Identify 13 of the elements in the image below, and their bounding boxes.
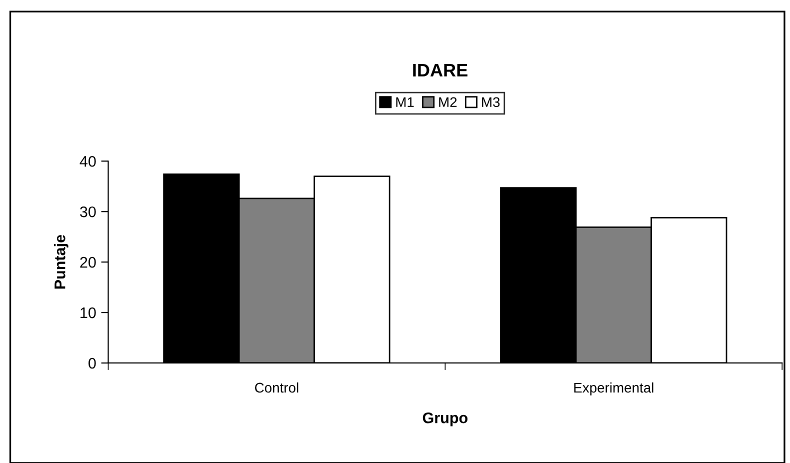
x-tick-label: Control: [255, 382, 298, 393]
legend-label: M1: [396, 97, 414, 107]
x-tick-label: Experimental: [574, 382, 654, 396]
y-tick-label: 0: [88, 358, 96, 369]
y-tick-label: 30: [80, 206, 96, 218]
chart-title: IDARE: [413, 64, 468, 76]
y-tick-label: 20: [80, 256, 96, 268]
y-tick-label: 40: [80, 156, 96, 167]
y-axis-title: Puntaje: [54, 234, 68, 289]
legend-label: M3: [482, 97, 500, 108]
legend-label: M2: [439, 97, 457, 107]
y-tick-label: 10: [80, 307, 96, 318]
x-axis-title: Grupo: [422, 412, 468, 426]
